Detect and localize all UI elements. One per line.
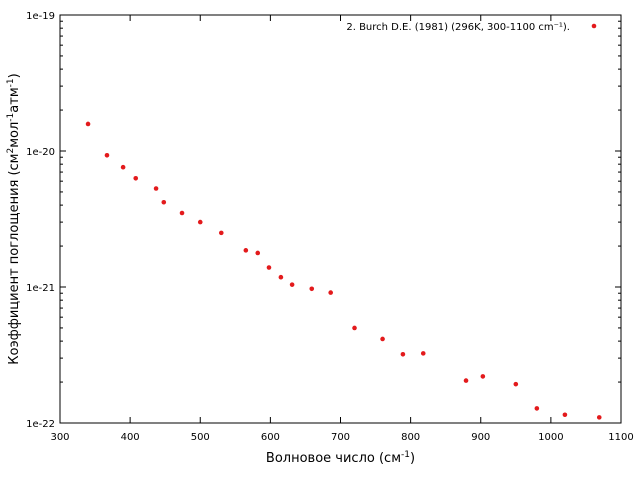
x-tick-label: 1100 xyxy=(608,432,633,443)
x-tick-label: 600 xyxy=(261,432,280,443)
data-point xyxy=(289,282,295,287)
y-tick-label: 1e-20 xyxy=(26,147,55,158)
y-axis: 1e-22 1e-21 1e-20 1e-19 xyxy=(26,11,621,430)
x-tick-label: 500 xyxy=(191,432,210,443)
y-axis-label-sup1: 2 xyxy=(6,148,16,154)
data-point xyxy=(197,219,203,225)
x-tick-label: 900 xyxy=(471,432,490,443)
x-axis-label: Волновое число (см-1) xyxy=(266,450,415,466)
data-point xyxy=(400,351,406,357)
y-axis-label-part2: мол xyxy=(7,122,22,148)
x-tick-label: 1000 xyxy=(538,432,563,443)
data-point xyxy=(352,325,357,331)
data-point xyxy=(480,374,486,379)
data-point xyxy=(218,230,224,236)
x-axis-label-sup: -1 xyxy=(401,450,410,460)
legend: 2. Burch D.E. (1981) (296K, 300-1100 cm⁻… xyxy=(346,22,597,33)
y-tick-label: 1e-22 xyxy=(26,419,55,430)
data-point xyxy=(463,378,469,383)
x-tick-label: 400 xyxy=(121,432,140,443)
y-axis-label-part1: Коэффициент поглощения (см xyxy=(7,154,22,365)
data-point xyxy=(255,250,261,256)
x-axis-label-base: Волновое число (см xyxy=(266,451,401,466)
data-point xyxy=(562,412,568,418)
y-tick-label: 1e-21 xyxy=(26,283,55,294)
data-point xyxy=(380,336,385,342)
data-point xyxy=(85,121,91,127)
y-axis-label-sup2: -1 xyxy=(6,113,16,122)
legend-marker xyxy=(591,23,597,29)
data-point xyxy=(161,199,167,205)
legend-label: 2. Burch D.E. (1981) (296K, 300-1100 cm⁻… xyxy=(346,22,570,33)
data-point xyxy=(266,265,272,270)
data-point xyxy=(513,381,519,387)
y-axis-label-part3: атм xyxy=(7,87,22,112)
data-point xyxy=(120,164,126,170)
x-axis-label-tail: ) xyxy=(410,451,415,466)
y-axis-label: Коэффициент поглощения (см2мол-1атм-1) xyxy=(6,73,22,364)
data-point xyxy=(133,175,139,181)
data-point xyxy=(153,186,159,191)
data-point xyxy=(328,290,333,295)
data-point xyxy=(534,406,540,411)
data-point xyxy=(179,210,185,216)
y-tick-label: 1e-19 xyxy=(26,11,55,22)
y-axis-label-part4: ) xyxy=(7,73,22,78)
x-axis: 300 400 500 600 700 800 900 1000 1100 xyxy=(50,15,634,443)
data-point xyxy=(243,248,249,253)
data-point xyxy=(278,274,284,280)
data-point xyxy=(104,152,110,158)
y-axis-label-sup3: -1 xyxy=(6,78,16,87)
x-tick-label: 300 xyxy=(50,432,69,443)
x-tick-label: 700 xyxy=(331,432,350,443)
data-point xyxy=(420,351,426,356)
data-point xyxy=(309,286,315,292)
plot-frame xyxy=(59,14,622,424)
data-point xyxy=(596,415,602,420)
x-tick-label: 800 xyxy=(401,432,420,443)
data-points xyxy=(85,121,602,420)
